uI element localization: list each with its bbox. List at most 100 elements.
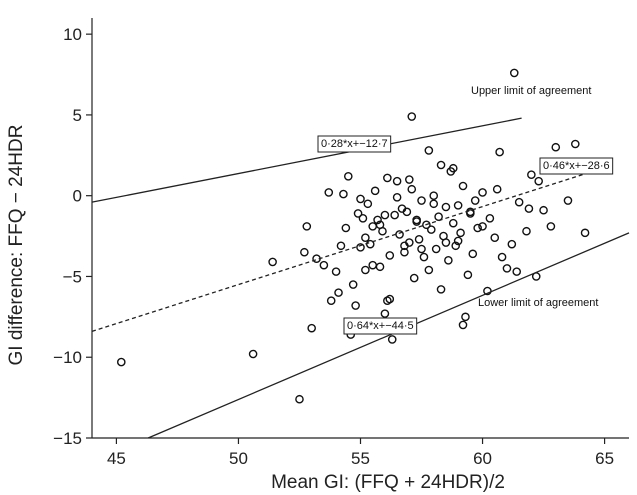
data-point — [419, 252, 429, 262]
data-point — [343, 172, 353, 181]
data-point — [458, 320, 468, 330]
data-point — [422, 220, 431, 230]
data-point — [319, 260, 329, 270]
data-point — [390, 210, 399, 220]
data-point — [444, 256, 453, 265]
data-point — [478, 222, 487, 231]
data-point — [507, 239, 517, 249]
data-point — [368, 260, 378, 270]
y-tick-label: −10 — [53, 348, 82, 367]
data-point — [383, 173, 392, 183]
data-point — [307, 323, 316, 333]
data-point — [468, 249, 478, 259]
data-point — [512, 267, 522, 276]
x-axis-label: Mean GI: (FFQ + 24HDR)/2 — [271, 472, 505, 493]
data-point — [356, 243, 365, 252]
data-point — [463, 270, 473, 280]
data-point — [361, 233, 370, 242]
regression-line — [147, 232, 630, 439]
regression-line — [91, 117, 522, 203]
data-point — [534, 176, 543, 186]
data-point — [458, 181, 468, 191]
data-point — [300, 247, 309, 257]
data-point — [461, 312, 470, 322]
y-tick-label: 0 — [73, 187, 82, 206]
data-point — [546, 222, 556, 231]
x-tick-label: 65 — [595, 449, 614, 468]
data-point — [268, 257, 277, 267]
data-point — [429, 199, 439, 209]
data-point — [527, 170, 536, 179]
data-point — [405, 175, 414, 184]
data-point — [429, 191, 439, 200]
regression-line — [91, 170, 593, 333]
data-point — [385, 294, 395, 304]
data-point — [351, 301, 360, 310]
data-point — [392, 193, 402, 202]
data-point — [431, 244, 441, 254]
data-point — [380, 309, 390, 318]
data-point — [434, 212, 443, 221]
data-point — [451, 241, 460, 251]
data-point — [248, 349, 258, 359]
data-point — [407, 112, 417, 121]
data-point — [336, 241, 346, 251]
data-point — [571, 139, 580, 149]
data-point — [436, 160, 446, 170]
data-point — [580, 228, 590, 238]
x-tick-label: 55 — [351, 449, 370, 468]
data-point — [400, 247, 409, 257]
data-point — [436, 285, 446, 294]
data-point — [361, 265, 370, 275]
data-point — [483, 286, 492, 296]
data-point — [368, 222, 378, 231]
data-point — [424, 265, 434, 275]
line-equation-box — [343, 317, 418, 335]
data-point — [448, 218, 458, 228]
data-point — [539, 205, 548, 215]
data-point — [478, 188, 487, 197]
data-point — [334, 288, 343, 297]
y-tick-label: −15 — [53, 429, 82, 448]
upper-limit-annotation: Upper limit of agreement — [471, 85, 591, 97]
data-point — [395, 230, 404, 239]
line-equation-label: 0·46*x+−28·6 — [543, 160, 610, 172]
data-point — [492, 184, 502, 194]
data-point — [353, 209, 363, 218]
regression-lines — [91, 117, 630, 439]
data-point — [453, 236, 463, 246]
data-point — [441, 202, 451, 212]
data-points — [116, 68, 590, 404]
data-point — [324, 188, 334, 197]
lower-limit-annotation: Lower limit of agreement — [478, 297, 598, 309]
x-tick-label: 50 — [229, 449, 248, 468]
data-point — [375, 220, 385, 230]
data-point — [524, 204, 534, 213]
x-tick-label: 45 — [107, 449, 126, 468]
data-point — [424, 146, 434, 155]
line-equation-label: 0·28*x+−12·7 — [321, 138, 388, 150]
data-point — [426, 225, 436, 234]
data-point — [456, 228, 465, 238]
data-point — [502, 264, 512, 273]
data-point — [514, 197, 524, 207]
data-point — [417, 244, 426, 254]
y-tick-label: 5 — [73, 106, 82, 125]
data-point — [495, 147, 504, 157]
data-point — [453, 201, 463, 210]
data-point — [356, 194, 365, 204]
line-equation-labels: 0·28*x+−12·7 0·46*x+−28·6 0·64*x+−44·5 — [317, 135, 614, 335]
y-tick-label: −5 — [63, 267, 82, 286]
data-point — [387, 335, 397, 344]
data-point — [497, 252, 507, 262]
data-point — [326, 296, 336, 305]
data-point — [417, 196, 426, 205]
data-point — [380, 210, 390, 220]
data-point — [295, 394, 304, 404]
data-point — [448, 163, 458, 173]
data-point — [551, 142, 561, 152]
x-tick-label: 60 — [473, 449, 492, 468]
data-point — [116, 357, 126, 367]
data-point — [407, 184, 417, 194]
y-axis-label: GI difference: FFQ − 24HDR — [6, 125, 27, 366]
